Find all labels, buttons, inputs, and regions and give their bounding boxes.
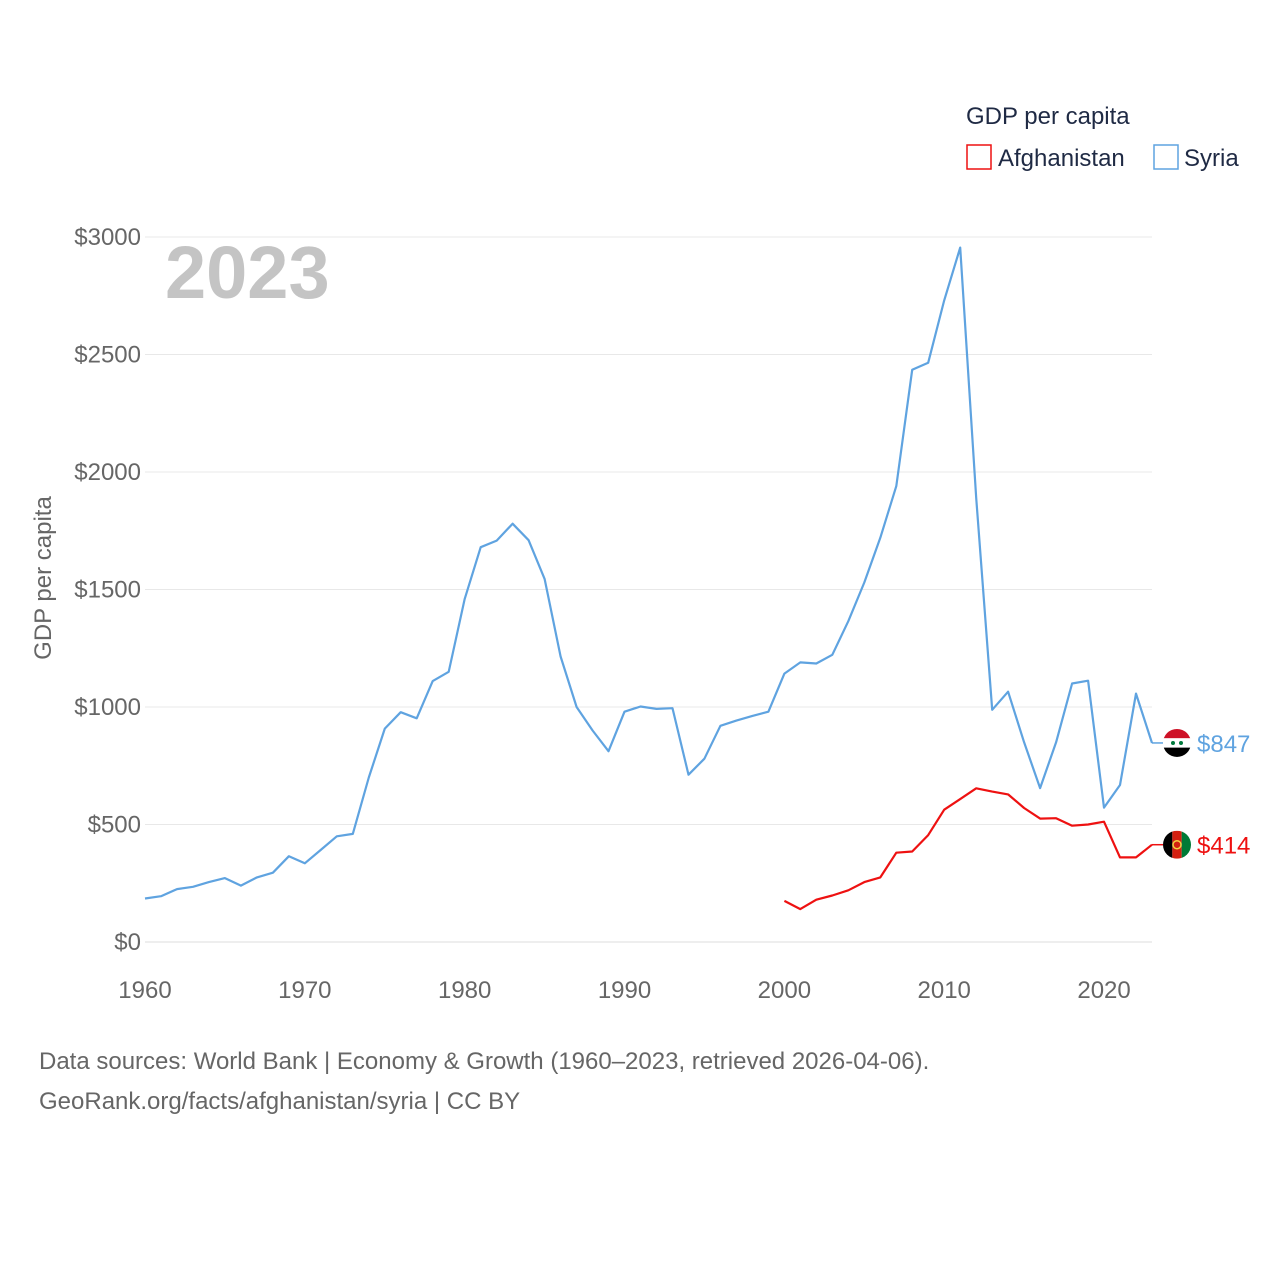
y-tick-label: $1000 — [74, 694, 141, 721]
series-line-afghanistan — [783, 787, 1153, 911]
x-tick-label: 2020 — [1077, 977, 1130, 1004]
legend-item-syria[interactable]: Syria — [1153, 144, 1239, 172]
x-tick-label: 2000 — [758, 977, 811, 1004]
end-labels: $414 $847 — [1152, 728, 1250, 860]
legend: GDP per capita Afghanistan Syria — [966, 103, 1239, 172]
x-tick-label: 1970 — [278, 977, 331, 1004]
y-axis-label: GDP per capita — [30, 496, 57, 660]
y-tick-label: $1500 — [74, 577, 141, 604]
attribution-link[interactable]: GeoRank.org/facts/afghanistan/syria | CC… — [39, 1088, 521, 1115]
y-axis-ticks: $0 $500 $1000 $1500 $2000 $2500 $3000 — [74, 224, 141, 956]
legend-swatch-afghanistan — [966, 144, 992, 170]
x-tick-label: 1990 — [598, 977, 651, 1004]
legend-item-afghanistan[interactable]: Afghanistan — [966, 144, 1125, 172]
afghanistan-flag-icon — [1163, 830, 1191, 859]
x-tick-label: 1960 — [118, 977, 171, 1004]
legend-title: GDP per capita — [966, 103, 1130, 130]
series-line-syria — [144, 246, 1154, 900]
end-label-syria: $847 — [1197, 731, 1250, 758]
y-tick-label: $2000 — [74, 459, 141, 486]
x-tick-label: 2010 — [918, 977, 971, 1004]
x-axis-ticks: 1960 1970 1980 1990 2000 2010 2020 — [118, 977, 1130, 1004]
legend-label-afghanistan: Afghanistan — [998, 145, 1125, 172]
year-watermark: 2023 — [165, 231, 330, 314]
x-tick-label: 1980 — [438, 977, 491, 1004]
legend-label-syria: Syria — [1184, 145, 1239, 172]
legend-swatch-syria — [1153, 144, 1179, 170]
footer: Data sources: World Bank | Economy & Gro… — [39, 1042, 929, 1122]
y-tick-label: $2500 — [74, 342, 141, 369]
end-label-afghanistan: $414 — [1197, 833, 1250, 860]
syria-flag-icon — [1163, 728, 1191, 757]
y-tick-label: $3000 — [74, 224, 141, 251]
y-tick-label: $500 — [88, 812, 141, 839]
data-sources-note: Data sources: World Bank | Economy & Gro… — [39, 1048, 930, 1075]
series-lines — [144, 246, 1154, 911]
y-tick-label: $0 — [114, 929, 141, 956]
gridlines — [145, 236, 1152, 943]
